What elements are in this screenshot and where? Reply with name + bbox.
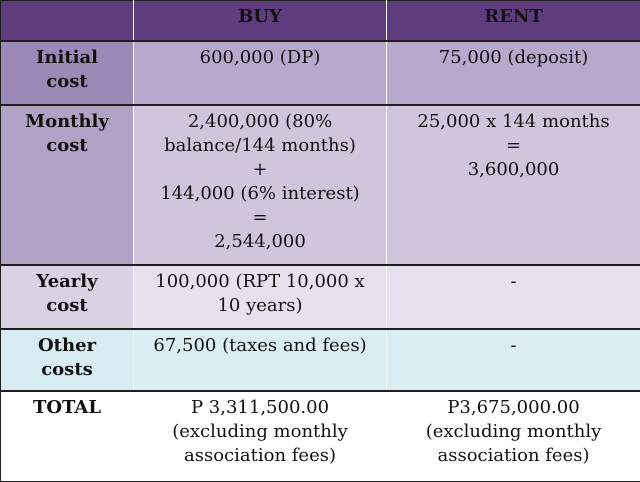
cell-line: 10 years): [140, 294, 380, 318]
cell-line: association fees): [393, 444, 634, 468]
cell-line: 25,000 x 144 months: [393, 110, 634, 134]
row-other-costs: Other costs 67,500 (taxes and fees) -: [1, 329, 640, 391]
label-monthly-cost: Monthly cost: [1, 105, 134, 265]
label-line: Yearly: [7, 270, 127, 294]
label-yearly-cost: Yearly cost: [1, 265, 134, 329]
buy-total: P 3,311,500.00 (excluding monthly associ…: [134, 391, 387, 482]
buy-monthly-cost: 2,400,000 (80% balance/144 months) + 144…: [134, 105, 387, 265]
header-blank-cell: [1, 1, 134, 41]
header-row: BUY RENT: [1, 1, 640, 41]
cell-line: 144,000 (6% interest): [140, 182, 380, 206]
label-line: costs: [7, 358, 127, 382]
rent-total: P3,675,000.00 (excluding monthly associa…: [387, 391, 640, 482]
buy-initial-cost: 600,000 (DP): [134, 41, 387, 105]
cell-line: (excluding monthly: [393, 420, 634, 444]
cell-line: balance/144 months): [140, 134, 380, 158]
label-line: Monthly: [7, 110, 127, 134]
cell-line: 2,400,000 (80%: [140, 110, 380, 134]
cell-line: 3,600,000: [393, 158, 634, 182]
cell-line: P 3,311,500.00: [140, 396, 380, 420]
header-rent: RENT: [387, 1, 640, 41]
cell-line: =: [140, 206, 380, 230]
header-buy: BUY: [134, 1, 387, 41]
cell-line: (excluding monthly: [140, 420, 380, 444]
label-line: cost: [7, 70, 127, 94]
row-initial-cost: Initial cost 600,000 (DP) 75,000 (deposi…: [1, 41, 640, 105]
buy-yearly-cost: 100,000 (RPT 10,000 x 10 years): [134, 265, 387, 329]
label-line: cost: [7, 294, 127, 318]
row-yearly-cost: Yearly cost 100,000 (RPT 10,000 x 10 yea…: [1, 265, 640, 329]
rent-yearly-cost: -: [387, 265, 640, 329]
row-total: TOTAL P 3,311,500.00 (excluding monthly …: [1, 391, 640, 482]
label-line: Other: [7, 334, 127, 358]
cell-line: +: [140, 158, 380, 182]
rent-other-costs: -: [387, 329, 640, 391]
cell-line: -: [393, 334, 634, 358]
cell-line: =: [393, 134, 634, 158]
label-line: cost: [7, 134, 127, 158]
row-monthly-cost: Monthly cost 2,400,000 (80% balance/144 …: [1, 105, 640, 265]
cell-line: P3,675,000.00: [393, 396, 634, 420]
cell-line: 2,544,000: [140, 230, 380, 254]
cell-line: 67,500 (taxes and fees): [140, 334, 380, 358]
cell-line: 75,000 (deposit): [393, 46, 634, 70]
cell-line: 100,000 (RPT 10,000 x: [140, 270, 380, 294]
cell-line: association fees): [140, 444, 380, 468]
buy-other-costs: 67,500 (taxes and fees): [134, 329, 387, 391]
cell-line: 600,000 (DP): [140, 46, 380, 70]
label-line: TOTAL: [7, 396, 127, 420]
rent-initial-cost: 75,000 (deposit): [387, 41, 640, 105]
label-other-costs: Other costs: [1, 329, 134, 391]
cell-line: -: [393, 270, 634, 294]
rent-monthly-cost: 25,000 x 144 months = 3,600,000: [387, 105, 640, 265]
label-line: Initial: [7, 46, 127, 70]
label-initial-cost: Initial cost: [1, 41, 134, 105]
label-total: TOTAL: [1, 391, 134, 482]
